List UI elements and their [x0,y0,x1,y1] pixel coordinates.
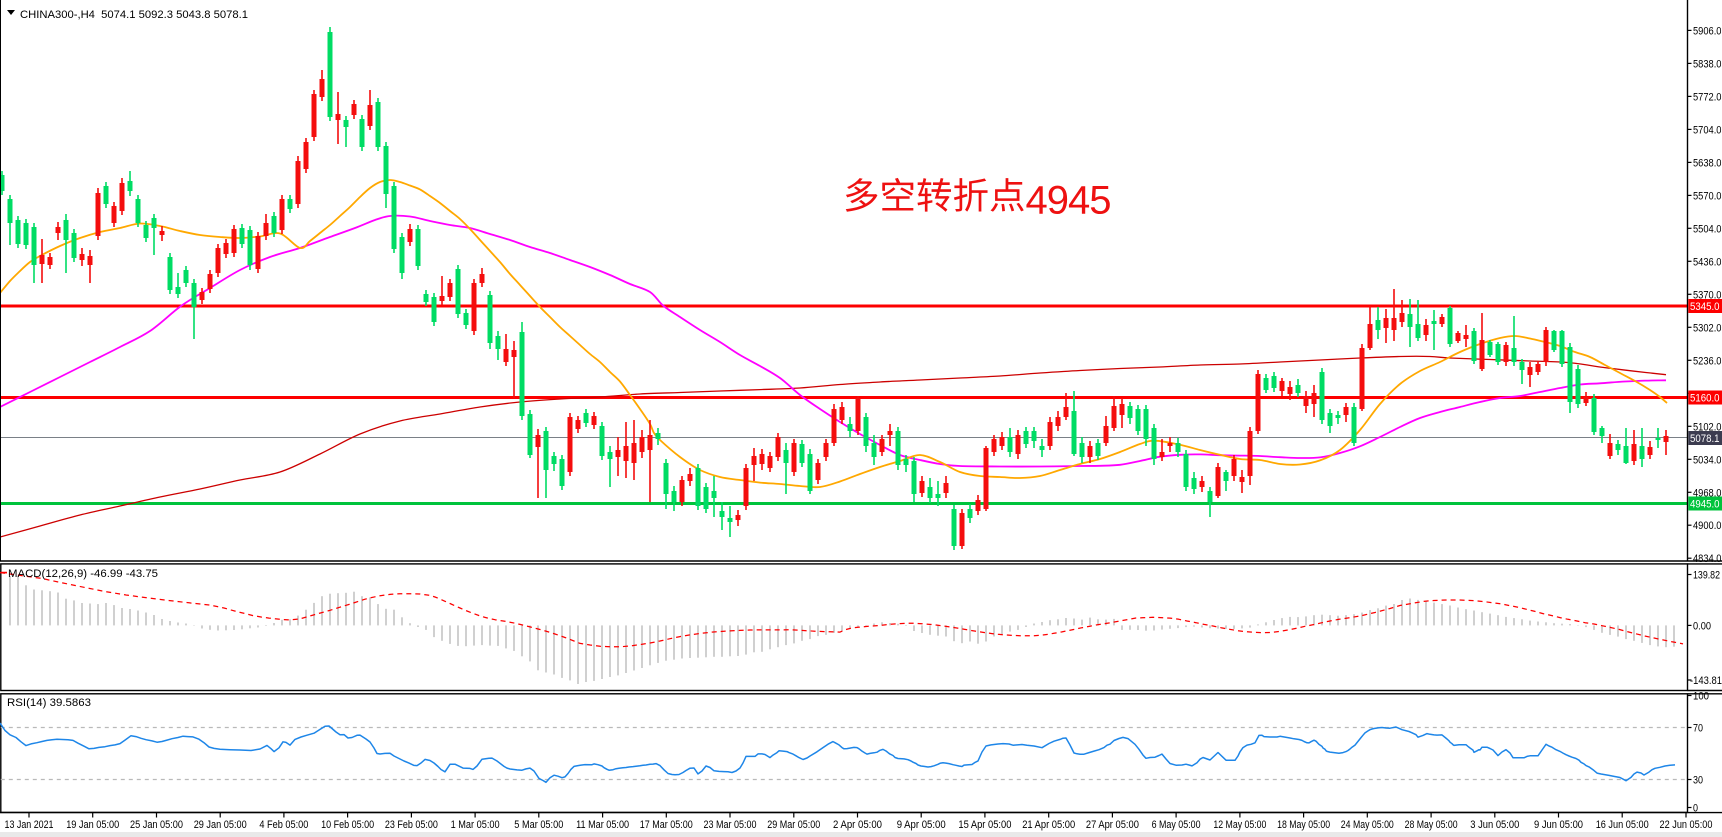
svg-text:28 May 05:00: 28 May 05:00 [1405,819,1458,831]
svg-text:5436.0: 5436.0 [1693,256,1722,268]
svg-text:23 Feb 05:00: 23 Feb 05:00 [385,819,438,831]
svg-text:0: 0 [1693,803,1698,815]
svg-text:12 May 05:00: 12 May 05:00 [1213,819,1266,831]
svg-text:4968.0: 4968.0 [1693,487,1722,499]
svg-text:5504.0: 5504.0 [1693,223,1722,235]
svg-text:139.82: 139.82 [1693,570,1720,582]
svg-text:2 Apr 05:00: 2 Apr 05:00 [833,819,882,831]
svg-text:5078.1: 5078.1 [1690,433,1720,445]
svg-text:4945.0: 4945.0 [1690,499,1720,511]
svg-text:1 Mar 05:00: 1 Mar 05:00 [451,819,500,831]
svg-text:23 Mar 05:00: 23 Mar 05:00 [704,819,757,831]
svg-text:5638.0: 5638.0 [1693,157,1722,169]
svg-text:RSI(14) 39.5863: RSI(14) 39.5863 [7,697,91,709]
svg-text:5370.0: 5370.0 [1693,289,1722,301]
svg-text:4945: 4945 [1026,179,1111,223]
svg-text:16 Jun 05:00: 16 Jun 05:00 [1596,819,1649,831]
svg-text:5236.0: 5236.0 [1693,355,1722,367]
svg-text:5570.0: 5570.0 [1693,190,1722,202]
svg-text:5160.0: 5160.0 [1690,393,1720,405]
svg-text:5034.0: 5034.0 [1693,454,1722,466]
svg-text:0.00: 0.00 [1693,620,1711,632]
svg-text:15 Apr 05:00: 15 Apr 05:00 [958,819,1011,831]
svg-text:13 Jan 2021: 13 Jan 2021 [5,819,54,831]
svg-text:5 Mar 05:00: 5 Mar 05:00 [514,819,563,831]
svg-text:9 Apr 05:00: 9 Apr 05:00 [897,819,946,831]
svg-text:3 Jun 05:00: 3 Jun 05:00 [1470,819,1519,831]
svg-text:21 Apr 05:00: 21 Apr 05:00 [1022,819,1075,831]
svg-text:-143.81: -143.81 [1690,675,1722,687]
svg-text:70: 70 [1693,723,1703,735]
svg-text:5838.0: 5838.0 [1693,58,1722,70]
svg-text:29 Jan 05:00: 29 Jan 05:00 [194,819,247,831]
svg-text:10 Feb 05:00: 10 Feb 05:00 [321,819,374,831]
svg-text:30: 30 [1693,775,1703,787]
svg-text:5302.0: 5302.0 [1693,322,1722,334]
svg-text:19 Jan 05:00: 19 Jan 05:00 [66,819,119,831]
svg-text:5906.0: 5906.0 [1693,25,1722,37]
svg-text:24 May 05:00: 24 May 05:00 [1341,819,1394,831]
svg-text:27 Apr 05:00: 27 Apr 05:00 [1086,819,1139,831]
svg-text:25 Jan 05:00: 25 Jan 05:00 [130,819,183,831]
svg-text:4 Feb 05:00: 4 Feb 05:00 [259,819,308,831]
svg-text:11 Mar 05:00: 11 Mar 05:00 [576,819,629,831]
svg-text:29 Mar 05:00: 29 Mar 05:00 [767,819,820,831]
svg-text:100: 100 [1693,691,1709,703]
svg-text:9 Jun 05:00: 9 Jun 05:00 [1534,819,1583,831]
svg-text:18 May 05:00: 18 May 05:00 [1277,819,1330,831]
svg-text:5772.0: 5772.0 [1693,91,1722,103]
svg-text:CHINA300-,H4 5074.1 5092.3 50: CHINA300-,H4 5074.1 5092.3 5043.8 5078.1 [20,9,248,21]
svg-text:5102.0: 5102.0 [1693,421,1722,433]
svg-text:5345.0: 5345.0 [1690,301,1720,313]
svg-text:4900.0: 4900.0 [1693,520,1722,532]
svg-text:6 May 05:00: 6 May 05:00 [1152,819,1201,831]
svg-text:MACD(12,26,9) -46.99 -43.75: MACD(12,26,9) -46.99 -43.75 [8,568,158,580]
svg-text:5704.0: 5704.0 [1693,124,1722,136]
svg-text:17 Mar 05:00: 17 Mar 05:00 [640,819,693,831]
svg-text:4834.0: 4834.0 [1693,553,1722,565]
svg-text:22 Jun 05:00: 22 Jun 05:00 [1660,819,1713,831]
